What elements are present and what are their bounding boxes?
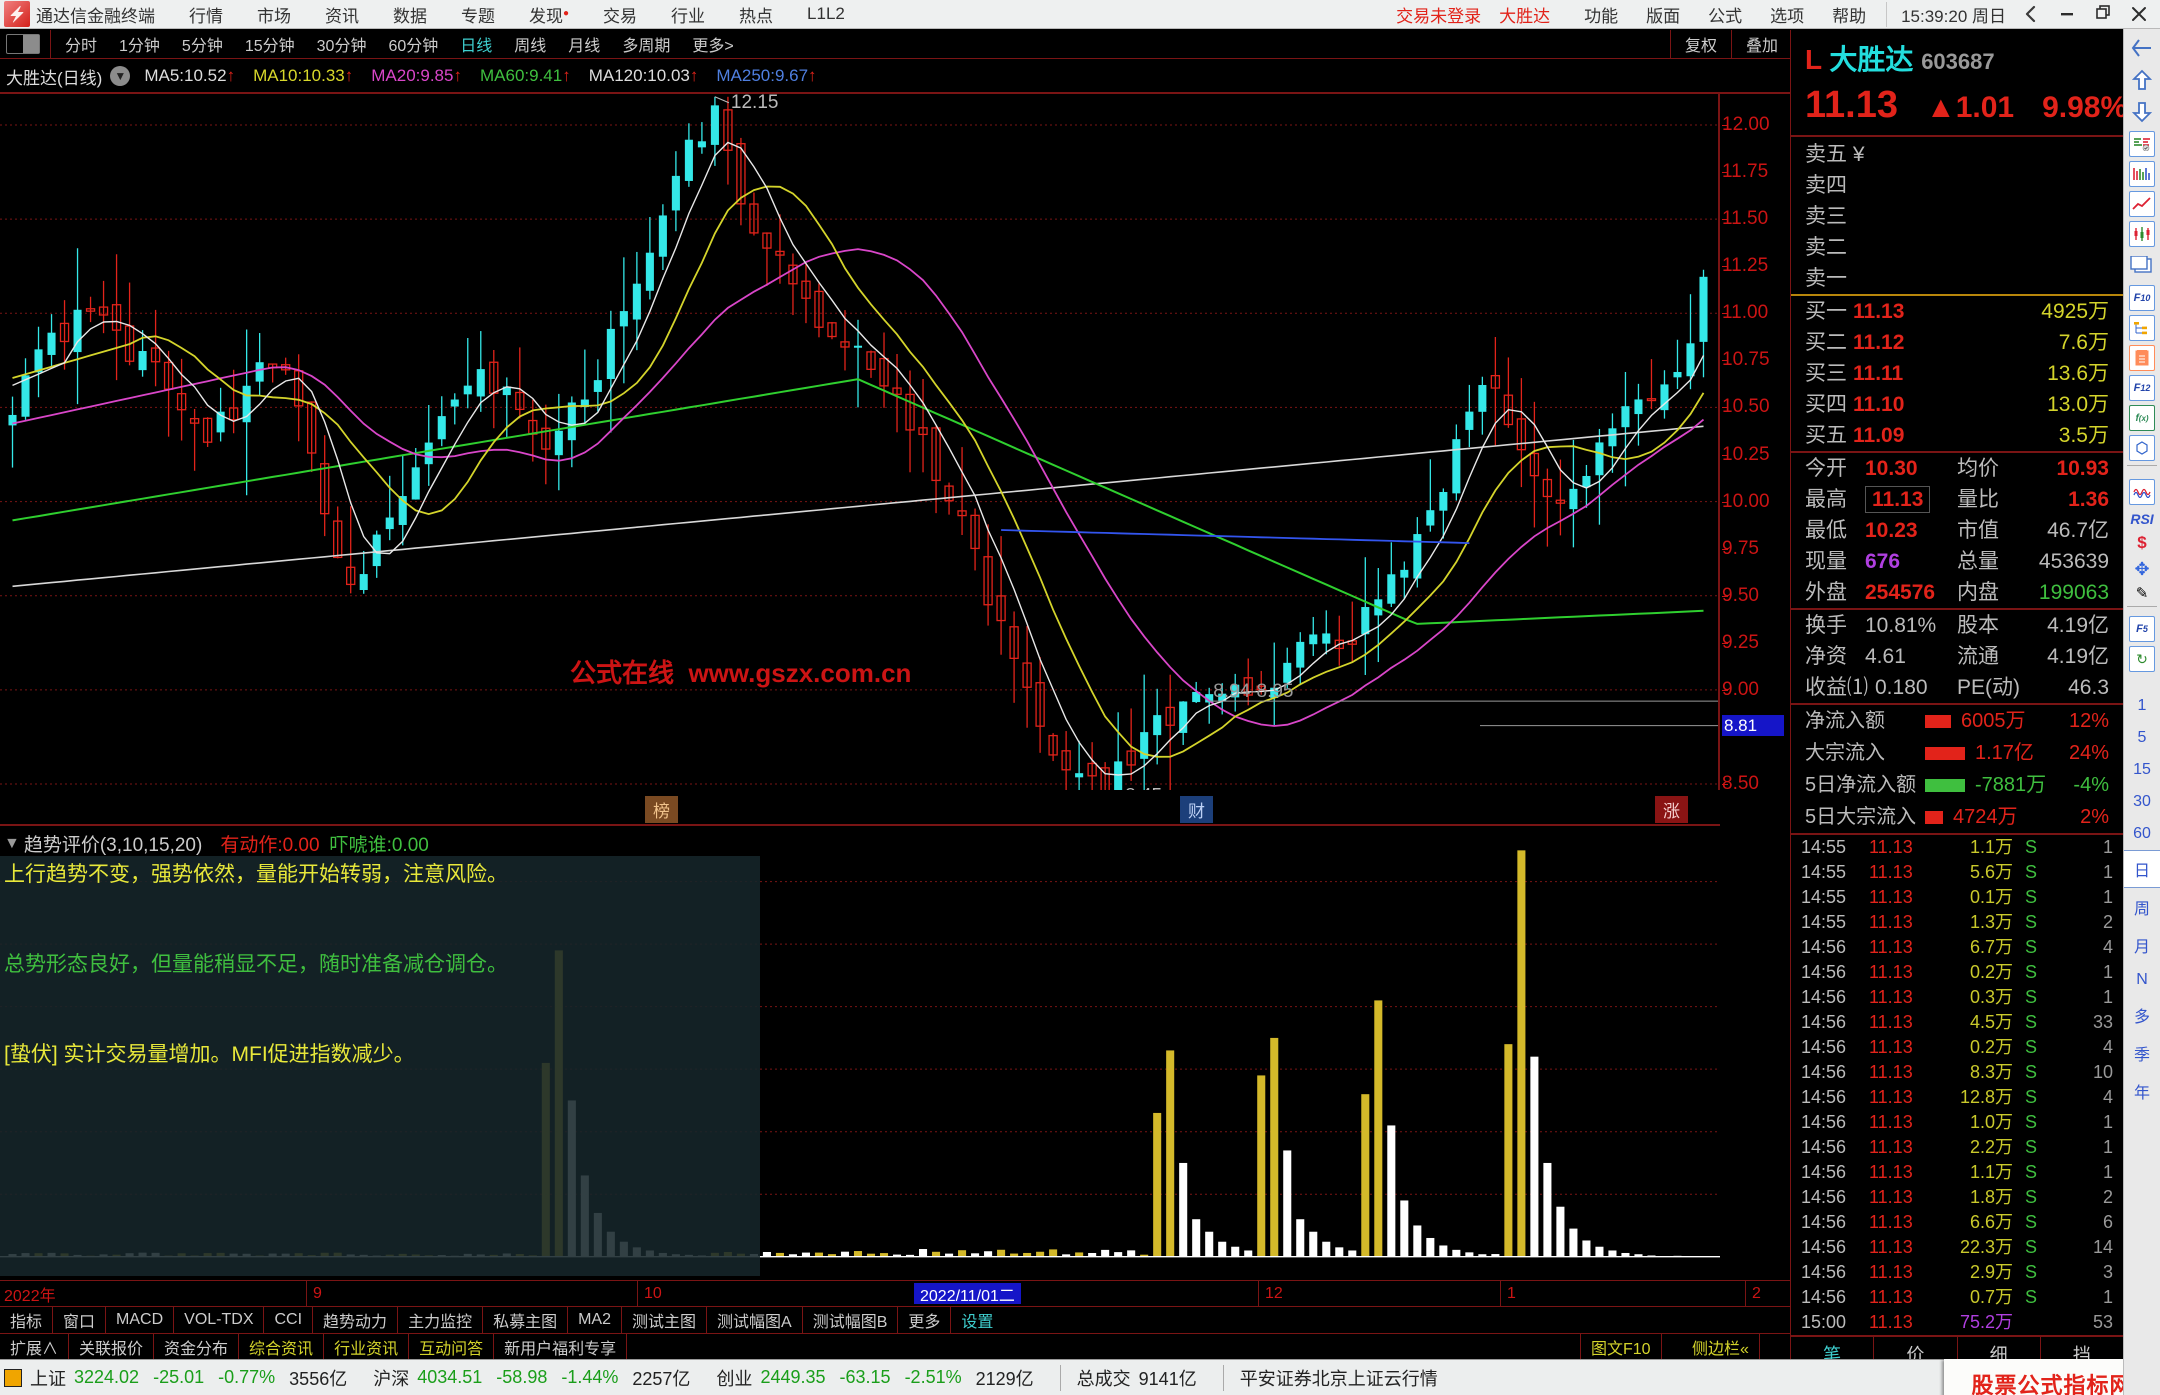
svg-text:公式在线 www.gszx.com.cn: 公式在线 www.gszx.com.cn [570, 658, 911, 688]
svg-text:12.15: 12.15 [731, 94, 779, 113]
svg-text:8.94-8.95: 8.94-8.95 [1213, 681, 1293, 702]
